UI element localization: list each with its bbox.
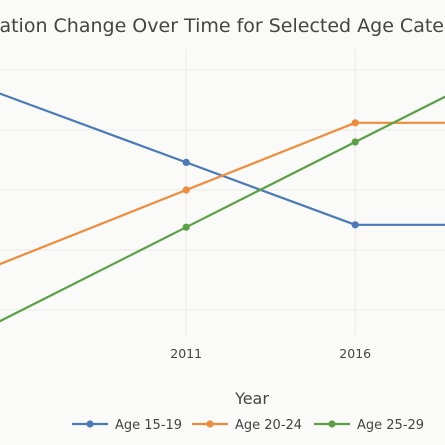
series-lines [0,92,445,323]
legend-swatch-marker [206,420,214,428]
x-axis-title: Year [234,389,269,408]
data-point [182,223,190,231]
series-line [0,92,445,226]
gridlines [0,50,445,335]
legend-swatch-marker [328,420,336,428]
legend[interactable]: Age 15-19 Age 20-24 Age 25-29 [72,418,424,433]
x-tick-label: 2011 [170,346,202,361]
legend-label: Age 20-24 [235,418,302,433]
legend-item[interactable]: Age 25-29 [314,418,424,433]
series-line [0,95,445,323]
legend-item[interactable]: Age 20-24 [192,418,302,433]
x-tick-labels: 2011 2016 [170,346,371,361]
data-point [351,119,359,127]
legend-label: Age 25-29 [357,418,424,433]
legend-item[interactable]: Age 15-19 [72,418,182,433]
data-point [351,138,359,146]
legend-label: Age 15-19 [115,418,182,433]
x-tick-label: 2016 [339,346,371,361]
chart-title: Population Change Over Time for Selected… [0,15,445,37]
series-line [0,121,445,266]
data-point [182,158,190,166]
data-point [351,221,359,229]
data-point [182,186,190,194]
legend-swatch-marker [86,420,94,428]
